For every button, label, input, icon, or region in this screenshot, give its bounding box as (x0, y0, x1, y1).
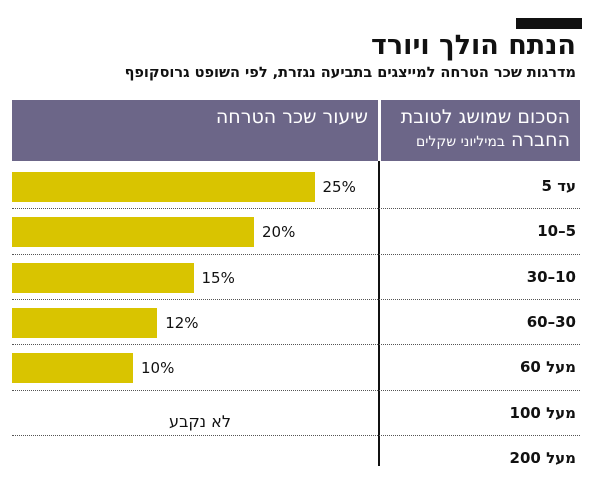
amount-header-unit: במיליוני שקלים (415, 134, 505, 150)
row-separator (12, 389, 580, 391)
title-accent-bar (516, 18, 582, 29)
amount-header-company: החברה (511, 129, 570, 151)
category-label: 5–10 (537, 222, 576, 241)
category-label: מעל 100 (509, 403, 576, 422)
bar-value-label: 12% (165, 313, 199, 332)
row-separator (12, 434, 580, 436)
row-separator (12, 344, 580, 346)
amount-column-header: הסכום שמושג לטובת החברה במיליוני שקלים (401, 106, 570, 154)
column-divider (378, 161, 380, 466)
table-header: הסכום שמושג לטובת החברה במיליוני שקלים ש… (12, 100, 580, 161)
bar (12, 217, 254, 248)
bar (12, 172, 315, 202)
no-data-label: לא נקבע (169, 412, 231, 431)
amount-header-line1: הסכום שמושג לטובת (400, 106, 570, 128)
header-divider (378, 100, 381, 161)
fee-column-header: שיעור שכר הטרחה (215, 106, 368, 128)
bar-value-label: 25% (322, 178, 356, 196)
category-label: מעל 60 (519, 358, 576, 377)
bar-value-label: 10% (141, 359, 175, 378)
bar (12, 262, 194, 293)
category-label: 30–60 (526, 312, 576, 331)
chart-title: הנתח הולך ויורד (371, 30, 576, 61)
row-separator (12, 298, 580, 300)
row-separator (12, 253, 580, 255)
amount-header-line2: החברה במיליוני שקלים (401, 129, 570, 154)
bar-value-label: 20% (262, 223, 296, 242)
category-label: עד 5 (541, 177, 576, 195)
bar-value-label: 15% (201, 268, 235, 287)
category-label: 10–30 (526, 267, 576, 286)
bar (12, 307, 158, 338)
chart-subtitle: מדרגות שכר הטרחה למייצגים בתביעה נגזרת, … (124, 65, 576, 81)
row-separator (12, 208, 580, 210)
bar (12, 353, 133, 384)
category-label: מעל 200 (509, 448, 576, 467)
